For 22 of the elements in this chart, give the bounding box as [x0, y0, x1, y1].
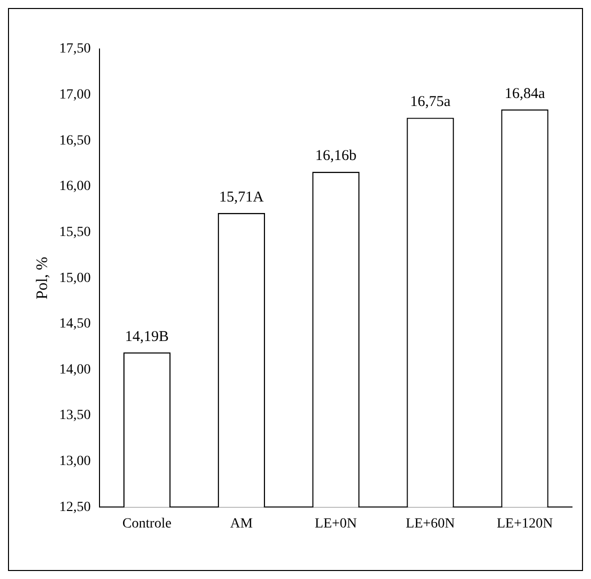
y-tick-label: 14,00: [59, 362, 91, 378]
data-label: 14,19B: [125, 328, 169, 345]
y-tick-label: 16,00: [59, 179, 91, 194]
y-tick-label: 14,50: [59, 316, 91, 332]
y-tick-label: 17,00: [59, 87, 91, 102]
y-tick-label: 12,50: [59, 500, 91, 515]
data-label: 16,16b: [315, 148, 356, 164]
data-label: 16,75a: [410, 94, 451, 110]
data-label: 16,84a: [504, 86, 546, 102]
y-tick-label: 15,00: [59, 270, 91, 286]
x-tick-label: LE+60N: [406, 516, 455, 532]
y-tick-label: 17,50: [59, 42, 91, 57]
x-tick-label: AM: [230, 516, 254, 532]
data-label: 15,71A: [219, 189, 264, 206]
x-tick-label: LE+0N: [314, 516, 357, 532]
x-tick-label: LE+120N: [496, 516, 553, 532]
y-tick-label: 13,00: [59, 454, 91, 470]
x-tick-label: Controle: [122, 516, 172, 532]
y-axis-title: Pol, %: [34, 256, 51, 300]
y-tick-label: 13,50: [59, 408, 91, 424]
y-tick-label: 16,50: [59, 133, 91, 148]
y-tick-label: 15,50: [59, 224, 91, 240]
